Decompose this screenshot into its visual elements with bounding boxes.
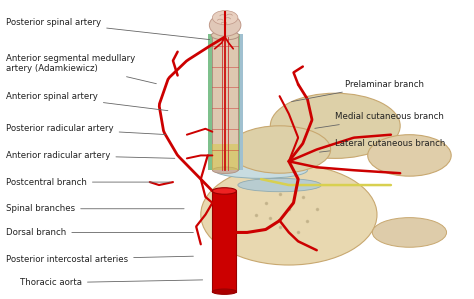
Ellipse shape <box>212 167 238 173</box>
Text: Anterior radicular artery: Anterior radicular artery <box>6 151 175 160</box>
Ellipse shape <box>270 93 400 158</box>
Ellipse shape <box>201 164 377 265</box>
Text: Posterior intercostal arteries: Posterior intercostal arteries <box>6 255 193 264</box>
Ellipse shape <box>212 188 237 194</box>
Ellipse shape <box>238 179 321 192</box>
Text: Thoracic aorta: Thoracic aorta <box>20 278 203 287</box>
Ellipse shape <box>215 162 308 179</box>
Polygon shape <box>212 144 238 170</box>
FancyBboxPatch shape <box>208 34 215 170</box>
FancyBboxPatch shape <box>233 34 240 170</box>
Text: Dorsal branch: Dorsal branch <box>6 228 193 237</box>
Text: Spinal branches: Spinal branches <box>6 204 184 213</box>
Ellipse shape <box>368 135 451 176</box>
Ellipse shape <box>211 31 239 40</box>
Text: Anterior spinal artery: Anterior spinal artery <box>6 92 168 111</box>
Text: Lateral cutaneous branch: Lateral cutaneous branch <box>319 139 446 152</box>
Ellipse shape <box>212 289 237 294</box>
Text: Medial cutaneous branch: Medial cutaneous branch <box>315 112 444 128</box>
Bar <box>212 191 237 292</box>
FancyBboxPatch shape <box>208 34 243 170</box>
FancyBboxPatch shape <box>212 36 238 170</box>
Text: Posterior spinal artery: Posterior spinal artery <box>6 18 210 39</box>
Text: Posterior radicular artery: Posterior radicular artery <box>6 124 165 135</box>
Ellipse shape <box>210 14 241 36</box>
Text: Prelaminar branch: Prelaminar branch <box>292 80 424 102</box>
Text: Anterior segmental medullary
artery (Adamkiewicz): Anterior segmental medullary artery (Ada… <box>6 54 156 84</box>
Ellipse shape <box>228 126 331 173</box>
Ellipse shape <box>373 218 447 247</box>
Ellipse shape <box>212 10 238 25</box>
Text: Postcentral branch: Postcentral branch <box>6 178 170 187</box>
